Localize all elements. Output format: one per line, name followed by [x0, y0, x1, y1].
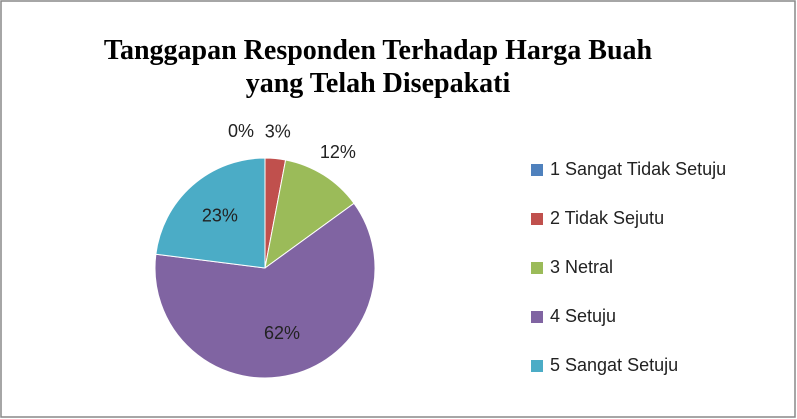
legend-label: 4 Setuju	[550, 306, 616, 326]
legend-swatch	[531, 311, 543, 323]
legend-label: 2 Tidak Sejutu	[550, 208, 664, 228]
data-label: 3%	[265, 121, 291, 141]
data-label: 0%	[228, 121, 254, 141]
legend-swatch	[531, 262, 543, 274]
pie-slice	[155, 157, 266, 269]
legend-label: 3 Netral	[550, 257, 613, 277]
legend-swatch	[531, 360, 543, 372]
legend-label: 1 Sangat Tidak Setuju	[550, 159, 726, 179]
legend-label: 5 Sangat Setuju	[550, 355, 678, 375]
data-label: 12%	[320, 142, 356, 162]
pie-slice	[264, 159, 355, 270]
pie-slice	[154, 202, 376, 379]
legend-swatch	[531, 213, 543, 225]
chart-title: Tanggapan Responden Terhadap Harga Buah …	[103, 35, 653, 99]
data-label: 23%	[202, 206, 238, 226]
data-label: 62%	[264, 323, 300, 343]
legend-swatch	[531, 164, 543, 176]
